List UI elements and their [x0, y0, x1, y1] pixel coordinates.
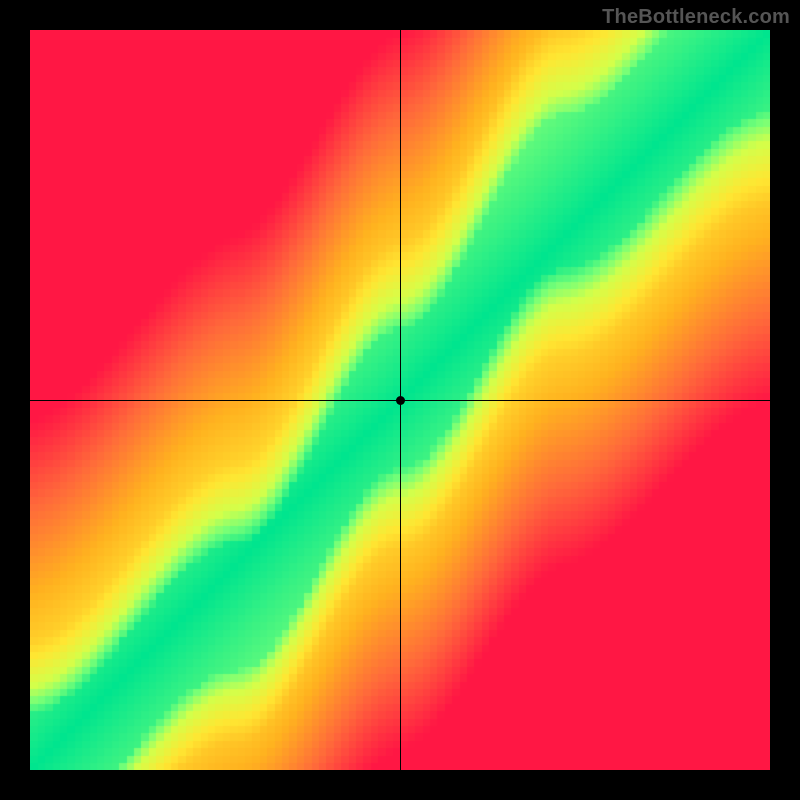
chart-frame: TheBottleneck.com [0, 0, 800, 800]
watermark-text: TheBottleneck.com [602, 6, 790, 29]
selection-marker[interactable] [396, 396, 405, 405]
